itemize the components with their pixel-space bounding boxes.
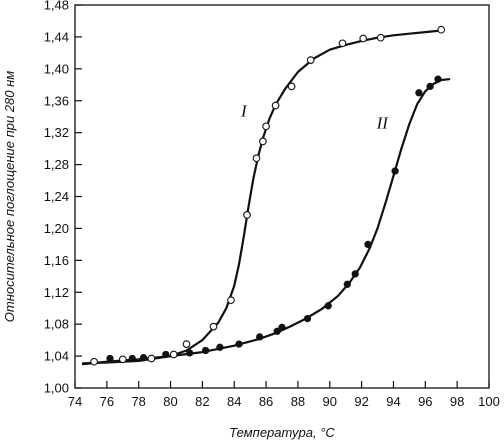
series-II-point — [278, 323, 286, 332]
series-II-point — [351, 270, 359, 278]
series-II-point — [426, 82, 434, 91]
y-tick-label: 1,08 — [44, 317, 69, 332]
series-II-point — [364, 240, 372, 249]
y-tick-label: 1,48 — [44, 0, 69, 13]
labels-layer: 74 76 78 80 82 84 86 88 90 92 94 96 98 100 1,00 1,04 1,0… — [44, 0, 500, 409]
series-II-point — [139, 354, 148, 362]
series-I-point — [209, 322, 218, 331]
y-tick-label: 1,40 — [44, 61, 69, 76]
x-tick-label: 84 — [227, 394, 241, 409]
series-I-point — [90, 357, 98, 366]
series-I-point — [287, 82, 296, 91]
ticks-layer — [74, 4, 490, 389]
x-axis-title: Температура, °C — [229, 425, 335, 440]
series-II-point — [343, 280, 351, 288]
y-tick-label: 1,24 — [44, 189, 69, 204]
series-I-point — [259, 137, 267, 146]
curve-label-I: I — [240, 102, 248, 121]
y-tick-label: 1,12 — [44, 285, 69, 300]
series-II-point — [415, 89, 423, 97]
series-II-point — [185, 349, 194, 357]
series-I-point — [437, 25, 446, 34]
series-I-point — [182, 340, 191, 348]
x-tick-label: 76 — [100, 394, 114, 409]
series-II-point — [162, 350, 170, 359]
curves-layer — [81, 29, 451, 366]
x-tick-label: 92 — [354, 394, 368, 409]
series-II-point — [128, 354, 136, 363]
x-tick-label: 74 — [68, 394, 82, 409]
series-II-point — [391, 167, 399, 175]
curve-label-II: II — [376, 114, 390, 133]
x-tick-label: 86 — [259, 394, 273, 409]
series-II-point — [303, 314, 312, 323]
x-tick-label: 78 — [131, 394, 145, 409]
series-II-point — [434, 75, 442, 83]
y-tick-label: 1,16 — [44, 253, 69, 268]
series-II-point — [273, 327, 281, 335]
series-I-point — [252, 154, 261, 163]
series-I-point — [376, 33, 385, 42]
series-I-point — [338, 39, 347, 48]
series-I-point — [118, 355, 127, 364]
series-I-point — [306, 56, 315, 64]
series-I-point — [262, 122, 270, 131]
x-tick-label: 98 — [450, 394, 464, 409]
series-I-point — [359, 34, 368, 43]
series-I-point — [147, 354, 156, 363]
series-II-point — [216, 343, 224, 351]
markers-layer — [90, 25, 446, 366]
series-II-point — [201, 346, 210, 355]
series-I-curve — [81, 29, 443, 365]
x-tick-label: 82 — [195, 394, 209, 409]
x-tick-label: 96 — [418, 394, 432, 409]
x-tick-label: 100 — [478, 394, 500, 409]
x-tick-label: 90 — [323, 394, 337, 409]
y-tick-label: 1,04 — [44, 349, 69, 364]
series-II-point — [256, 333, 264, 341]
x-tick-label: 94 — [386, 394, 400, 409]
series-I-point — [169, 350, 178, 359]
y-tick-label: 1,20 — [44, 221, 69, 236]
x-tick-label: 80 — [163, 394, 177, 409]
x-tick-label: 88 — [291, 394, 305, 409]
series-II-curve — [81, 78, 451, 366]
y-tick-label: 1,44 — [44, 29, 69, 44]
y-tick-label: 1,32 — [44, 125, 69, 140]
y-tick-label: 1,00 — [44, 381, 69, 396]
series-I-point — [227, 296, 235, 305]
series-II-point — [235, 340, 243, 348]
series-II-point — [106, 354, 114, 363]
y-axis-title: Относительное поглощение при 280 нм — [2, 71, 17, 322]
y-tick-label: 1,28 — [44, 157, 69, 172]
series-I-point — [271, 101, 280, 110]
y-tick-label: 1,36 — [44, 93, 69, 108]
series-I-point — [243, 211, 251, 219]
series-II-point — [324, 302, 332, 310]
